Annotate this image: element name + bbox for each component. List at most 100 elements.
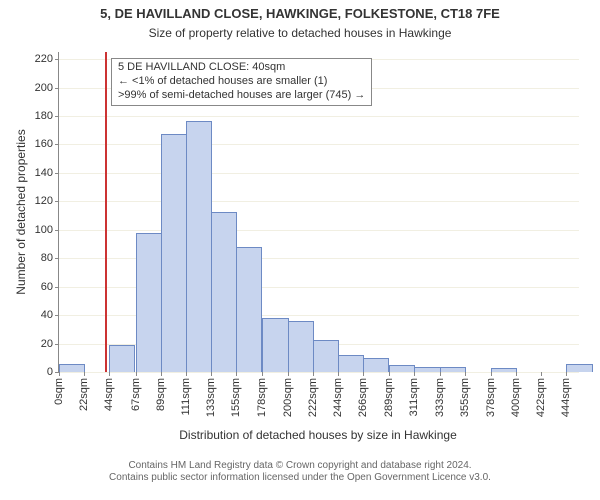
xtick-label: 289sqm (383, 378, 395, 417)
xtick-mark (136, 372, 137, 376)
xtick-mark (363, 372, 364, 376)
histogram-bar (389, 365, 415, 372)
footer-line-1: Contains HM Land Registry data © Crown c… (0, 460, 600, 472)
xtick-mark (236, 372, 237, 376)
histogram-bar (440, 367, 466, 372)
histogram-bar (186, 121, 212, 372)
xtick-label: 311sqm (408, 378, 420, 416)
xtick-mark (109, 372, 110, 376)
xtick-label: 355sqm (459, 378, 471, 417)
histogram-bar (313, 340, 339, 372)
xtick-mark (389, 372, 390, 376)
xtick-mark (313, 372, 314, 376)
xtick-mark (440, 372, 441, 376)
gridline-h (59, 201, 579, 202)
xtick-mark (491, 372, 492, 376)
xtick-label: 155sqm (230, 378, 242, 417)
xtick-mark (288, 372, 289, 376)
marker-line (105, 52, 107, 372)
ytick-mark (55, 230, 59, 231)
xtick-label: 378sqm (485, 378, 497, 417)
ytick-mark (55, 116, 59, 117)
histogram-bar (262, 318, 288, 372)
ytick-label: 220 (35, 53, 53, 65)
xtick-mark (59, 372, 60, 376)
ytick-mark (55, 201, 59, 202)
histogram-bar (109, 345, 135, 372)
xtick-mark (566, 372, 567, 376)
xtick-mark (465, 372, 466, 376)
ytick-label: 40 (41, 309, 53, 321)
ytick-mark (55, 144, 59, 145)
ytick-mark (55, 173, 59, 174)
xtick-label: 400sqm (510, 378, 522, 417)
xtick-label: 422sqm (535, 378, 547, 417)
xtick-mark (211, 372, 212, 376)
footer-line-2: Contains public sector information licen… (0, 472, 600, 484)
histogram-bar (59, 364, 85, 372)
annotation-box: 5 DE HAVILLAND CLOSE: 40sqm ← <1% of det… (111, 58, 372, 105)
xtick-mark (541, 372, 542, 376)
ytick-label: 60 (41, 281, 53, 293)
xtick-mark (84, 372, 85, 376)
ytick-label: 80 (41, 252, 53, 264)
footer-text: Contains HM Land Registry data © Crown c… (0, 460, 600, 484)
xtick-label: 133sqm (205, 378, 217, 417)
gridline-h (59, 372, 579, 373)
xtick-label: 266sqm (357, 378, 369, 417)
histogram-bar (288, 321, 314, 372)
histogram-bar (363, 358, 389, 372)
histogram-bar (566, 364, 592, 372)
xtick-label: 89sqm (155, 378, 167, 411)
chart-container: 5, DE HAVILLAND CLOSE, HAWKINGE, FOLKEST… (0, 0, 600, 500)
ytick-label: 180 (35, 110, 53, 122)
ytick-label: 120 (35, 195, 53, 207)
xtick-label: 0sqm (53, 378, 65, 405)
histogram-bar (491, 368, 517, 372)
annotation-line-3: >99% of semi-detached houses are larger … (118, 89, 365, 103)
annotation-line-1: 5 DE HAVILLAND CLOSE: 40sqm (118, 61, 365, 75)
gridline-h (59, 116, 579, 117)
gridline-h (59, 230, 579, 231)
ytick-mark (55, 344, 59, 345)
xtick-label: 222sqm (307, 378, 319, 417)
histogram-bar (236, 247, 262, 372)
xtick-label: 200sqm (282, 378, 294, 417)
ytick-label: 200 (35, 82, 53, 94)
ytick-label: 20 (41, 338, 53, 350)
xtick-label: 111sqm (180, 378, 192, 416)
annotation-line-2: ← <1% of detached houses are smaller (1) (118, 75, 365, 89)
chart-title: 5, DE HAVILLAND CLOSE, HAWKINGE, FOLKEST… (0, 6, 600, 21)
histogram-bar (338, 355, 364, 372)
ytick-label: 160 (35, 138, 53, 150)
histogram-bar (211, 212, 237, 372)
xtick-mark (262, 372, 263, 376)
xtick-label: 333sqm (434, 378, 446, 417)
ytick-mark (55, 287, 59, 288)
xtick-mark (338, 372, 339, 376)
ytick-label: 100 (35, 224, 53, 236)
histogram-bar (136, 233, 162, 372)
ytick-label: 140 (35, 167, 53, 179)
histogram-bar (161, 134, 187, 373)
ytick-label: 0 (47, 366, 53, 378)
gridline-h (59, 144, 579, 145)
xtick-label: 444sqm (560, 378, 572, 417)
gridline-h (59, 173, 579, 174)
xtick-label: 67sqm (130, 378, 142, 411)
xtick-label: 244sqm (332, 378, 344, 417)
ytick-mark (55, 59, 59, 60)
xtick-mark (161, 372, 162, 376)
xtick-label: 44sqm (103, 378, 115, 411)
chart-subtitle: Size of property relative to detached ho… (0, 26, 600, 40)
xtick-mark (516, 372, 517, 376)
x-axis-label: Distribution of detached houses by size … (58, 428, 578, 442)
histogram-bar (414, 367, 440, 372)
y-axis-label: Number of detached properties (14, 52, 28, 372)
plot-area: 0204060801001201401601802002200sqm22sqm4… (58, 52, 579, 373)
ytick-mark (55, 88, 59, 89)
ytick-mark (55, 258, 59, 259)
xtick-mark (414, 372, 415, 376)
xtick-label: 178sqm (256, 378, 268, 417)
xtick-label: 22sqm (78, 378, 90, 411)
